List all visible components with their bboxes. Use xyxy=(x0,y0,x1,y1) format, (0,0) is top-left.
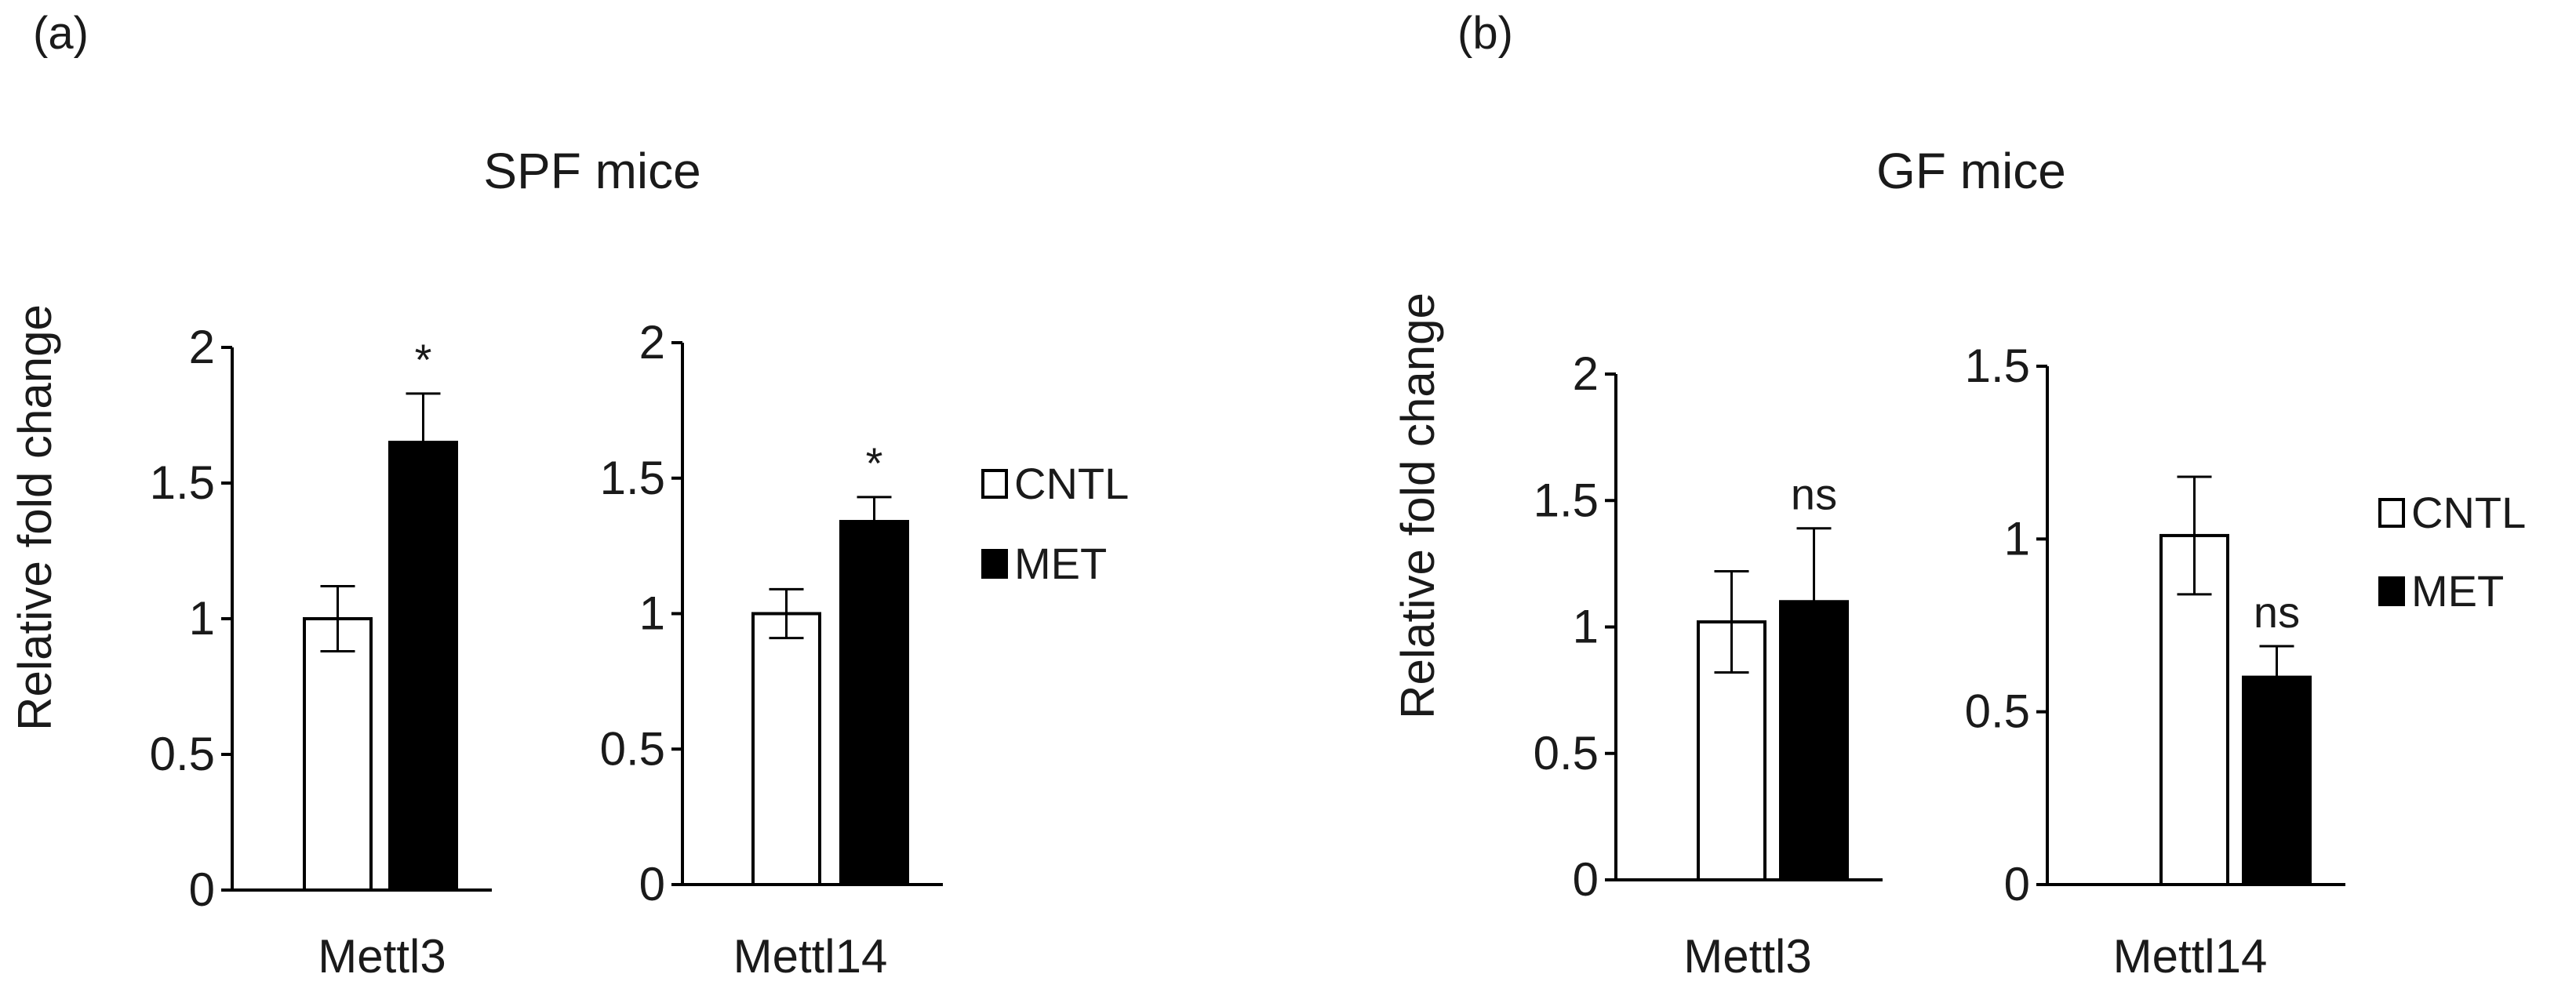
significance-annotation: ns xyxy=(2254,587,2300,637)
y-tick-label: 0.5 xyxy=(150,728,215,780)
panel-label-a: (a) xyxy=(33,8,89,59)
legend-label-met: MET xyxy=(2411,566,2504,616)
x-category-label: Mettl3 xyxy=(1683,930,1811,983)
chart-gf-mettl3: 0 0.5 1 1.5 2 ns Mettl3 xyxy=(1534,347,1883,983)
significance-annotation: * xyxy=(866,438,883,488)
x-category-label: Mettl14 xyxy=(2113,930,2268,983)
bar-cntl xyxy=(751,612,821,886)
legend-swatch-cntl xyxy=(2378,498,2405,528)
panel-title-spf: SPF mice xyxy=(483,143,700,199)
y-tick-label: 0.5 xyxy=(1534,727,1599,779)
chart-spf-mettl3: 0 0.5 1 1.5 2 * Mettl3 xyxy=(150,321,492,983)
panel-title-gf: GF mice xyxy=(1876,143,2066,199)
y-tick-label: 0 xyxy=(1573,853,1599,906)
y-tick-label: 2 xyxy=(189,321,215,373)
y-tick-label: 1.5 xyxy=(1965,340,2030,392)
y-tick-label: 0 xyxy=(189,863,215,916)
y-tick-label: 1.5 xyxy=(150,456,215,509)
y-tick-label: 0 xyxy=(2004,858,2030,910)
y-tick-label: 1 xyxy=(2004,512,2030,565)
legend-swatch-cntl xyxy=(981,469,1008,499)
y-tick-label: 0.5 xyxy=(600,722,665,775)
chart-gf-mettl14: 0 0.5 1 1.5 ns Mettl14 xyxy=(1965,340,2345,983)
panel-label-b: (b) xyxy=(1457,8,1513,59)
panel-a: (a) SPF mice Relative fold change 0 0.5 1 1… xyxy=(9,8,1129,983)
y-tick-label: 1 xyxy=(1573,601,1599,653)
significance-annotation: ns xyxy=(1791,470,1837,519)
y-axis-label-a: Relative fold change xyxy=(9,304,61,731)
legend-label-cntl: CNTL xyxy=(2411,488,2526,537)
legend-label-cntl: CNTL xyxy=(1014,459,1129,508)
y-tick-label: 1.5 xyxy=(600,452,665,504)
x-category-label: Mettl14 xyxy=(733,930,888,983)
y-tick-label: 0.5 xyxy=(1965,685,2030,738)
bar-cntl xyxy=(303,617,373,892)
bar-met xyxy=(2242,675,2312,886)
chart-spf-mettl14: 0 0.5 1 1.5 2 * Mettl14 xyxy=(600,316,943,983)
legend-label-met: MET xyxy=(1014,539,1107,588)
y-tick-label: 2 xyxy=(639,316,665,369)
legend-swatch-met xyxy=(981,549,1008,579)
y-tick-label: 0 xyxy=(639,858,665,910)
significance-annotation: * xyxy=(415,335,432,384)
x-category-label: Mettl3 xyxy=(318,930,446,983)
legend-swatch-met xyxy=(2378,576,2405,606)
y-axis-label-b: Relative fold change xyxy=(1392,293,1444,719)
y-tick-label: 2 xyxy=(1573,347,1599,400)
bar-met xyxy=(388,441,458,892)
y-tick-label: 1.5 xyxy=(1534,474,1599,526)
bar-met xyxy=(1779,600,1849,881)
y-tick-label: 1 xyxy=(189,592,215,645)
panel-b: (b) GF mice Relative fold change 0 0.5 1 1.… xyxy=(1392,8,2526,983)
y-tick-label: 1 xyxy=(639,587,665,640)
bar-met xyxy=(839,520,909,887)
legend-b: CNTL MET xyxy=(2378,488,2526,616)
legend-a: CNTL MET xyxy=(981,459,1129,588)
